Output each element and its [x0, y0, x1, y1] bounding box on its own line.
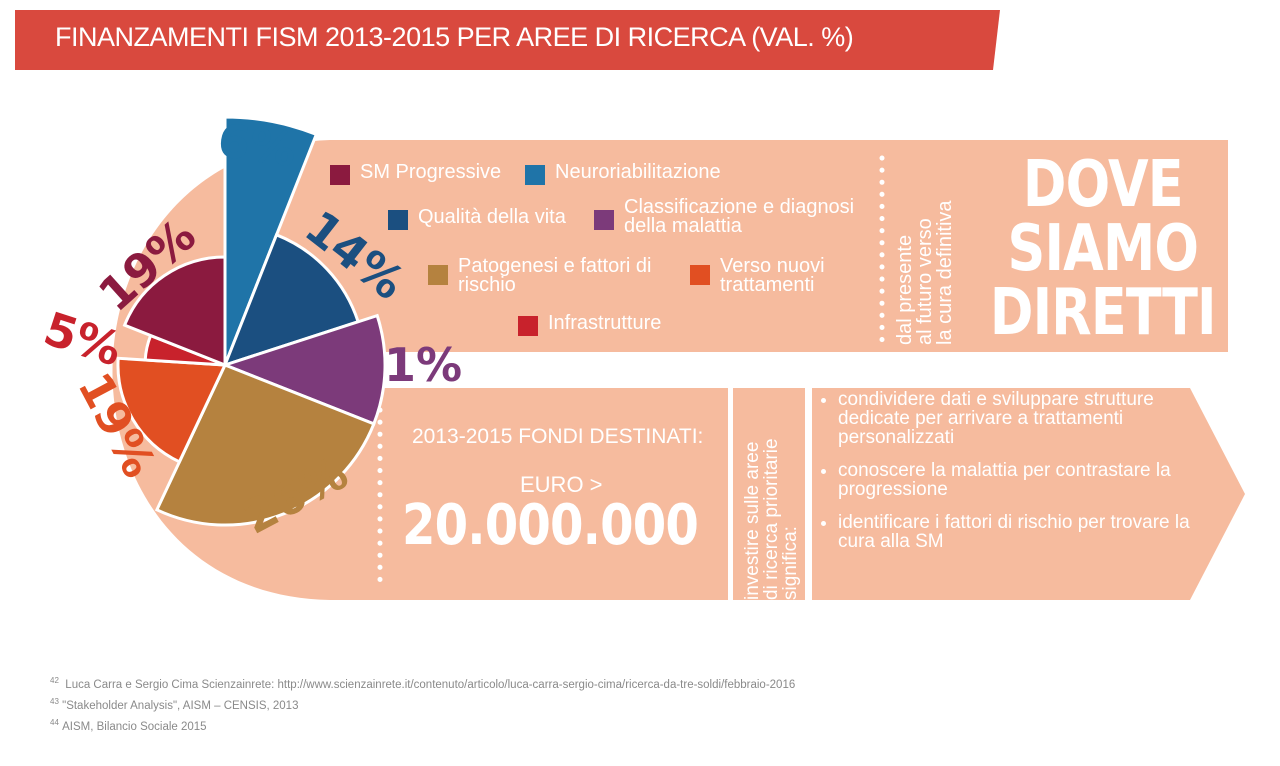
invest-lead-line: di ricerca prioritarie: [761, 438, 782, 600]
legend-label: Verso nuovi trattamenti: [720, 255, 825, 296]
footnote-number: 44: [50, 718, 59, 727]
pct-label-neuroriabilitazione: 6%: [214, 112, 300, 178]
dove-tagline-line: la cura definitiva: [934, 200, 956, 345]
panel-invest-lead: [733, 388, 805, 600]
legend-label: Classificazione e diagnosi della malatti…: [624, 196, 855, 237]
footnote: 42 Luca Carra e Sergio Cima Scienzainret…: [50, 676, 795, 691]
invest-bullet: condividere dati e sviluppare strutture …: [838, 390, 1198, 447]
legend-swatch: [388, 210, 408, 230]
legend-swatch: [525, 165, 545, 185]
legend-label: SM Progressive: [360, 161, 502, 183]
page-title: FINANZAMENTI FISM 2013-2015 PER AREE DI …: [55, 22, 854, 52]
legend-label: Neuroriabilitazione: [555, 161, 721, 183]
legend-neuroriabilitazione: Neuroriabilitazione: [525, 161, 721, 185]
footnote-text: "Stakeholder Analysis", AISM – CENSIS, 2…: [62, 699, 299, 712]
footnote-text: AISM, Bilancio Sociale 2015: [62, 720, 207, 733]
legend-swatch: [594, 210, 614, 230]
slice-sm-progressive: [122, 255, 227, 368]
dove-tagline-line: dal presente: [894, 234, 916, 345]
legend-label: Qualità della vita: [418, 206, 566, 228]
funds-heading: 2013-2015 FONDI DESTINATI:: [412, 425, 704, 448]
invest-bullets: condividere dati e sviluppare strutture …: [800, 390, 1198, 565]
footnote-number: 43: [50, 697, 59, 706]
legend-qualita: Qualità della vita: [388, 206, 566, 230]
funds-prefix: EURO >: [520, 472, 603, 497]
dove-line: SIAMO: [1007, 212, 1199, 286]
footnote-text: Luca Carra e Sergio Cima Scienzainrete: …: [65, 678, 796, 691]
footnote: 43 "Stakeholder Analysis", AISM – CENSIS…: [50, 697, 298, 712]
pct-label-classificazione: 11%: [352, 338, 463, 392]
legend-patogenesi: Patogenesi e fattori di rischio: [428, 255, 673, 296]
legend-label: Infrastrutture: [548, 312, 662, 334]
invest-bullet: identificare i fattori di rischio per tr…: [838, 513, 1198, 551]
panel-invest-arrow: [812, 388, 1245, 600]
legend-classificazione: Classificazione e diagnosi della malatti…: [594, 196, 874, 237]
invest-lead-line: investire sulle aree: [742, 441, 763, 600]
funds-amount: 20.000.000: [402, 493, 699, 558]
slice-neuroriabilitazione: [223, 115, 319, 366]
slice-trattamenti: [116, 356, 228, 464]
legend-sm-progressive: SM Progressive: [330, 161, 502, 185]
pie-chart: [116, 115, 387, 527]
footnote-number: 42: [50, 676, 59, 685]
header-banner: [15, 10, 1000, 70]
invest-lead: investire sulle aree di ricerca priorita…: [742, 438, 801, 600]
dove-line: DOVE: [1022, 148, 1184, 222]
slice-patogenesi: [154, 363, 376, 527]
legend-label: Patogenesi e fattori di rischio: [458, 255, 652, 296]
legend-trattamenti: Verso nuovi trattamenti: [690, 255, 860, 296]
dove-tagline: dal presente al futuro verso la cura def…: [894, 200, 956, 345]
legend-infrastrutture: Infrastrutture: [518, 312, 662, 336]
legend-swatch: [330, 165, 350, 185]
legend-swatch: [428, 265, 448, 285]
invest-lead-line: significa:: [780, 526, 801, 600]
dove-line: DIRETTI: [989, 276, 1217, 350]
slice-classificazione: [220, 313, 387, 426]
dove-siamo-diretti: DOVE SIAMO DIRETTI: [988, 153, 1218, 345]
panel-top: [330, 140, 1228, 352]
legend-swatch: [518, 316, 538, 336]
legend-swatch: [690, 265, 710, 285]
invest-bullet: conoscere la malattia per contrastare la…: [838, 461, 1198, 499]
panel-funds: [340, 388, 728, 600]
dove-tagline-line: al futuro verso: [914, 218, 936, 345]
footnote: 44 AISM, Bilancio Sociale 2015: [50, 718, 207, 733]
